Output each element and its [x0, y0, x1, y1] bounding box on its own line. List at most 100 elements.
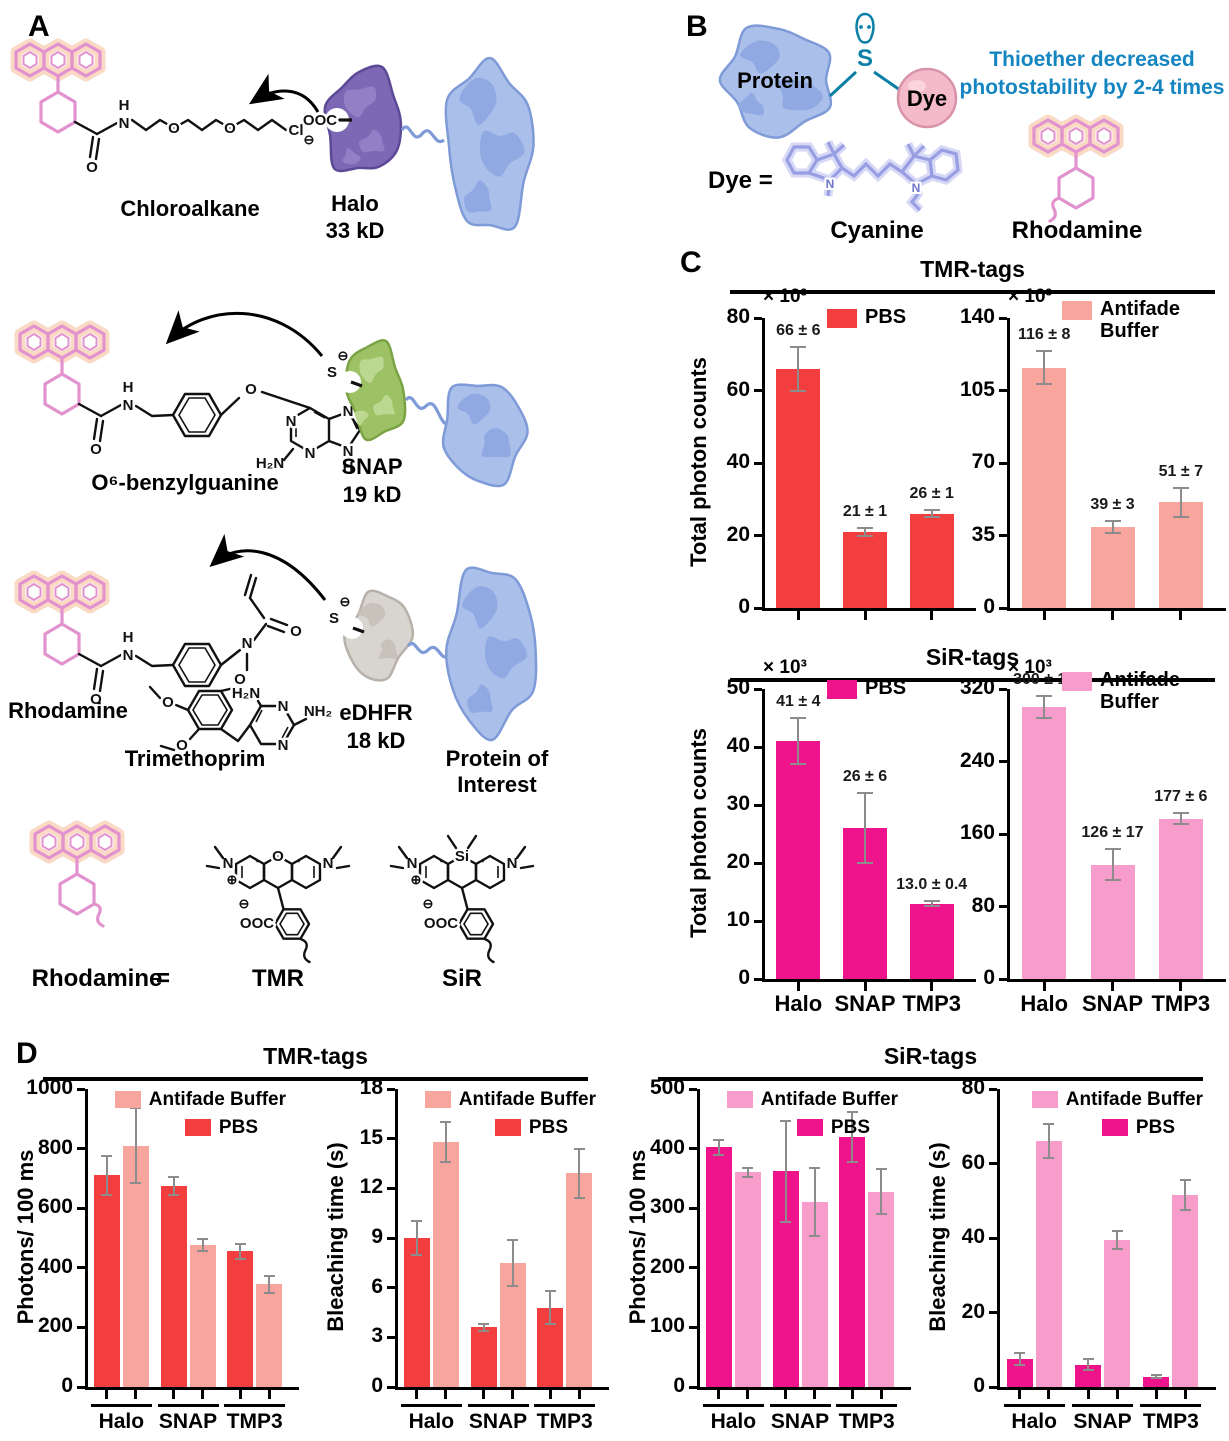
svg-text:O: O	[86, 159, 98, 176]
c-tmr-tags-title: TMR-tags	[920, 256, 1025, 282]
sulfur-text: S	[857, 45, 873, 72]
d-tmr-tags-rule	[43, 1077, 588, 1081]
snap-label: SNAP	[341, 454, 402, 479]
poi-label-2: Interest	[457, 772, 537, 797]
dye-text: Dye	[907, 86, 947, 111]
protein-text: Protein	[737, 68, 813, 93]
chart-d-tmr-bleaching: 0 3 6 9 12 15 18 Bleaching time (s) Halo SNAP TMP3…	[323, 1076, 609, 1433]
panel-b: B Protein S Dye Thioether decreased phot…	[686, 10, 1225, 244]
chart-d-sir-bleaching: 0 20 40 60 80 Bleaching time (s) Halo SNAP TMP3 A…	[925, 1076, 1216, 1433]
c-tmr-tags-rule	[730, 290, 1215, 294]
svg-text:O: O	[90, 691, 102, 708]
svg-text:O: O	[176, 737, 188, 754]
halo-size-label: 33 kD	[326, 218, 385, 243]
thioether-note-2: photostability by 2-4 times	[960, 76, 1225, 99]
chart-d-sir-photons: 0 100 200 300 400 500 Photons/ 100 ms Halo SNAP T…	[625, 1076, 911, 1433]
svg-text:H₂N: H₂N	[232, 685, 260, 702]
svg-text:NH₂: NH₂	[304, 703, 332, 720]
svg-text:H: H	[123, 629, 134, 646]
rhodamine-dye-motif	[1034, 120, 1118, 223]
benzylguanine-label: O⁶-benzylguanine	[91, 470, 278, 495]
svg-text:Cl: Cl	[289, 122, 304, 139]
d-tmr-tags-title: TMR-tags	[263, 1043, 368, 1069]
panel-d: D TMR-tags SiR-tags 0 200 400 600 800 1000 Pho…	[0, 1035, 1229, 1441]
rhodamine-dye-label: Rhodamine	[1012, 217, 1143, 244]
svg-text:N: N	[286, 413, 297, 430]
svg-text:O: O	[245, 381, 257, 398]
panel-b-label: B	[686, 10, 708, 43]
d-sir-tags-title: SiR-tags	[883, 1043, 978, 1069]
svg-text:OOC: OOC	[240, 915, 274, 932]
svg-text:H: H	[343, 459, 354, 476]
svg-text:N: N	[123, 647, 134, 664]
svg-text:N: N	[119, 115, 130, 132]
svg-text:OOC: OOC	[424, 915, 458, 932]
svg-text:O: O	[224, 120, 236, 137]
tmr-label: TMR	[252, 965, 304, 992]
svg-text:S: S	[327, 364, 337, 381]
panel-a: A O N H O O Cl OOC ⊖ Chloroalkane Halo 3…	[8, 10, 549, 992]
linker-squiggle-1	[400, 125, 445, 144]
svg-text:N: N	[278, 737, 289, 754]
svg-text:N: N	[305, 445, 316, 462]
panel-a-label: A	[28, 10, 50, 43]
rhodamine-eq-label: Rhodamine	[32, 965, 163, 992]
lone-pair-icon	[855, 12, 875, 44]
c-sir-tags-title: SiR-tags	[925, 644, 1020, 670]
svg-text:⊖: ⊖	[304, 132, 315, 147]
svg-text:H: H	[123, 379, 134, 396]
poi-label-1: Protein of	[446, 746, 549, 771]
snap-size-label: 19 kD	[343, 482, 402, 507]
trimethoprim-label: Trimethoprim	[125, 746, 266, 771]
chart-sir-antifade-total-photons: 0 80 160 240 320 × 10³ 300 ± 12 Halo 126 ± 17 SNA…	[960, 657, 1226, 1016]
reaction-arrow-2	[165, 310, 324, 357]
svg-text:N: N	[123, 397, 134, 414]
row-rhodamine-equivalence: Rhodamine = O N ⊕ N OOC ⊖ Si	[32, 826, 535, 992]
reaction-arrow-1	[248, 73, 320, 113]
dye-equals-text: Dye =	[708, 167, 773, 194]
thioether-note-1: Thioether decreased	[989, 48, 1194, 71]
svg-text:N: N	[912, 181, 921, 195]
edhfr-size-label: 18 kD	[347, 728, 406, 753]
row-trimethoprim-edhfr: O N H N O O O O N N H₂N	[8, 533, 549, 797]
svg-text:N: N	[343, 443, 354, 460]
svg-text:H₂N: H₂N	[256, 455, 284, 472]
svg-text:S: S	[329, 610, 339, 627]
row-chloroalkane-halo: O N H O O Cl OOC ⊖ Chloroalkane Halo 33 …	[16, 44, 535, 243]
svg-text:O: O	[162, 694, 174, 711]
svg-text:N: N	[826, 177, 835, 191]
svg-text:Si: Si	[455, 848, 469, 865]
halo-label: Halo	[331, 191, 379, 216]
svg-text:N: N	[507, 855, 518, 872]
panel-c: C TMR-tags 0 20 40 60 80 × 10³ Total photon co…	[672, 246, 1229, 1035]
reaction-arrow-3	[209, 533, 327, 601]
svg-text:N: N	[223, 855, 234, 872]
svg-text:O: O	[168, 120, 180, 137]
svg-text:⊖: ⊖	[423, 896, 434, 911]
svg-text:⊕: ⊕	[411, 872, 422, 887]
svg-text:OOC: OOC	[303, 112, 337, 129]
equals-sign: =	[156, 965, 170, 992]
svg-text:N: N	[323, 855, 334, 872]
tmr-structure: O N ⊕ N OOC ⊖	[205, 846, 351, 964]
svg-text:O: O	[234, 671, 246, 688]
chart-sir-pbs-total-photons: 0 10 20 30 40 50 × 10³ Total photon counts 41 ± …	[686, 657, 976, 1016]
sir-label: SiR	[442, 965, 482, 992]
linker-squiggle-2	[404, 396, 448, 426]
svg-text:O: O	[290, 623, 302, 640]
cyanine-label: Cyanine	[830, 217, 923, 244]
chart-tmr-antifade-total-photons: 0 35 70 105 140 × 10³ 116 ± 8 39 ± 3 51 ± 7 Antif…	[960, 286, 1226, 620]
rhodamine-row3-label: Rhodamine	[8, 698, 128, 723]
sir-structure: Si N ⊕ N OOC ⊖	[389, 834, 535, 964]
edhfr-label: eDHFR	[339, 700, 412, 725]
svg-text:O: O	[90, 441, 102, 458]
panel-c-label: C	[680, 246, 702, 279]
svg-text:H: H	[119, 97, 130, 114]
svg-text:⊖: ⊖	[239, 896, 250, 911]
svg-text:⊖: ⊖	[340, 594, 351, 609]
svg-text:⊖: ⊖	[338, 348, 349, 363]
c-sir-tags-rule	[730, 678, 1215, 682]
svg-text:⊕: ⊕	[227, 872, 238, 887]
